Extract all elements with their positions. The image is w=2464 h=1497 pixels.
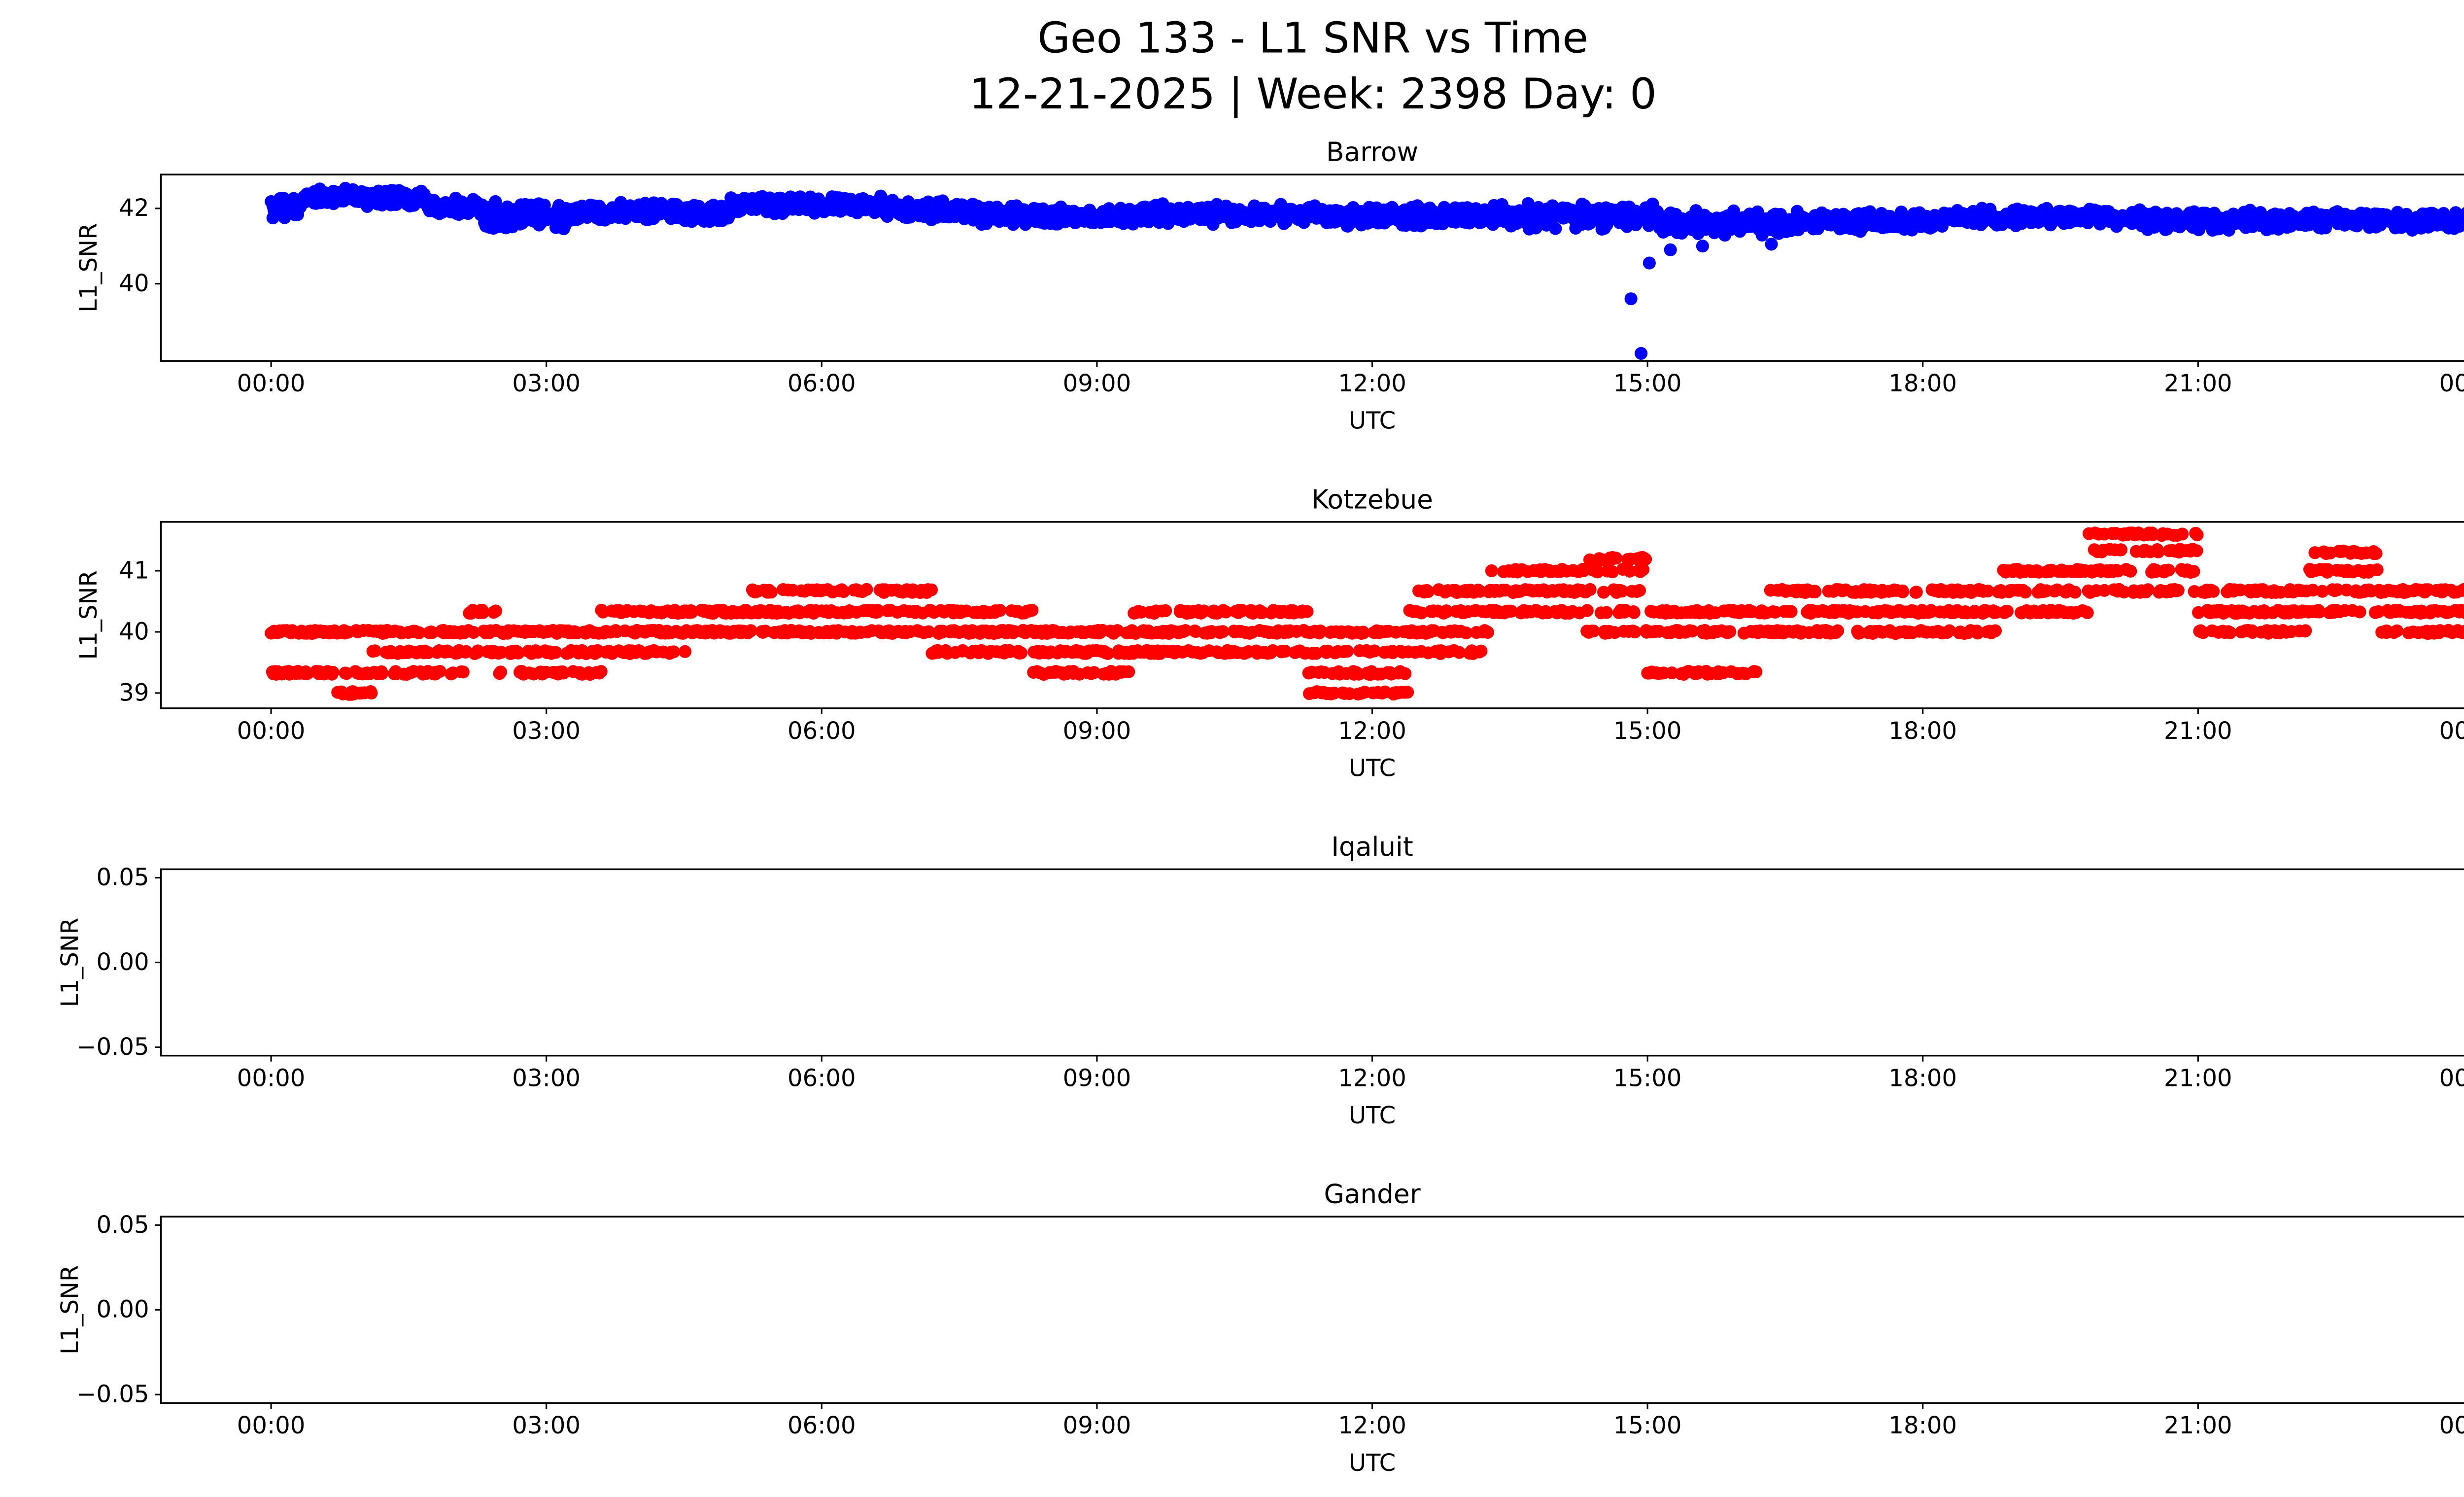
tick-label: 00:00 xyxy=(2439,717,2464,745)
tick-label: 06:00 xyxy=(787,1412,856,1439)
figure-title-line1: Geo 133 - L1 SNR vs Time xyxy=(1037,14,1588,63)
tick-label: 0.00 xyxy=(96,948,149,976)
tick-label: 21:00 xyxy=(2164,1412,2232,1439)
tick-label: 09:00 xyxy=(1063,370,1131,397)
tick-label: 39 xyxy=(119,679,149,706)
tick-label: 03:00 xyxy=(512,717,581,745)
tick-label: 18:00 xyxy=(1888,1065,1957,1092)
subplot-title: Iqaluit xyxy=(1331,832,1413,862)
tick-label: 09:00 xyxy=(1063,717,1131,745)
x-axis-label: UTC xyxy=(1349,1449,1396,1477)
tick-label: −0.05 xyxy=(76,1381,149,1408)
tick-label: 12:00 xyxy=(1338,717,1406,745)
y-axis-label: L1_SNR xyxy=(56,918,84,1007)
tick-label: 15:00 xyxy=(1613,370,1682,397)
tick-label: 12:00 xyxy=(1338,1412,1406,1439)
tick-label: 00:00 xyxy=(237,370,306,397)
tick-label: 09:00 xyxy=(1063,1065,1131,1092)
tick-label: 15:00 xyxy=(1613,1065,1682,1092)
x-axis-label: UTC xyxy=(1349,754,1396,782)
tick-label: 12:00 xyxy=(1338,370,1406,397)
y-axis-label: L1_SNR xyxy=(75,223,103,312)
tick-label: 09:00 xyxy=(1063,1412,1131,1439)
y-axis-label: L1_SNR xyxy=(56,1265,84,1355)
tick-label: 06:00 xyxy=(787,1065,856,1092)
tick-label: 42 xyxy=(119,194,149,222)
tick-label: 21:00 xyxy=(2164,1065,2232,1092)
tick-label: 00:00 xyxy=(237,1065,306,1092)
tick-label: 06:00 xyxy=(787,717,856,745)
x-axis-label: UTC xyxy=(1349,1102,1396,1129)
tick-label: 00:00 xyxy=(237,717,306,745)
tick-label: 00:00 xyxy=(237,1412,306,1439)
tick-label: 40 xyxy=(119,270,149,297)
tick-label: 15:00 xyxy=(1613,717,1682,745)
tick-label: 41 xyxy=(119,557,149,584)
tick-label: 12:00 xyxy=(1338,1065,1406,1092)
tick-label: −0.05 xyxy=(76,1033,149,1061)
tick-label: 06:00 xyxy=(787,370,856,397)
tick-label: 00:00 xyxy=(2439,1065,2464,1092)
subplot-title: Gander xyxy=(1324,1179,1420,1210)
subplot-title: Kotzebue xyxy=(1311,484,1433,515)
tick-label: 0.05 xyxy=(96,864,149,891)
tick-label: 03:00 xyxy=(512,1412,581,1439)
tick-label: 03:00 xyxy=(512,370,581,397)
subplot-title: Barrow xyxy=(1326,137,1418,168)
tick-label: 40 xyxy=(119,618,149,645)
tick-label: 18:00 xyxy=(1888,717,1957,745)
tick-label: 0.00 xyxy=(96,1296,149,1323)
tick-label: 03:00 xyxy=(512,1065,581,1092)
figure-title-line2: 12-21-2025 | Week: 2398 Day: 0 xyxy=(969,70,1657,119)
tick-label: 18:00 xyxy=(1888,1412,1957,1439)
tick-label: 15:00 xyxy=(1613,1412,1682,1439)
y-axis-label: L1_SNR xyxy=(75,570,103,660)
tick-label: 18:00 xyxy=(1888,370,1957,397)
x-axis-label: UTC xyxy=(1349,407,1396,435)
tick-label: 21:00 xyxy=(2164,717,2232,745)
tick-label: 00:00 xyxy=(2439,370,2464,397)
tick-label: 00:00 xyxy=(2439,1412,2464,1439)
tick-label: 21:00 xyxy=(2164,370,2232,397)
tick-label: 0.05 xyxy=(96,1211,149,1239)
